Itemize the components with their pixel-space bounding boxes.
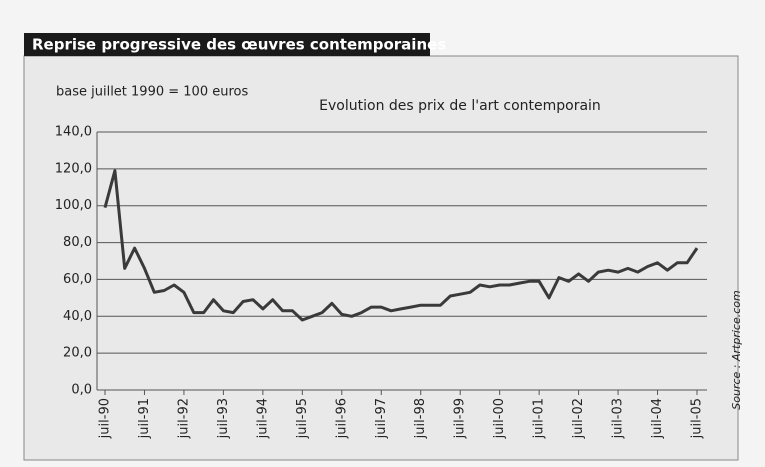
y-tick-label: 40,0 xyxy=(63,309,92,324)
x-tick-label: juil-96 xyxy=(334,398,349,439)
chart-title: Evolution des prix de l'art contemporain xyxy=(319,98,601,114)
y-tick-label: 80,0 xyxy=(63,235,92,250)
banner: Reprise progressive des œuvres contempor… xyxy=(32,36,446,54)
x-tick-label: juil-91 xyxy=(137,398,152,439)
x-tick-label: juil-93 xyxy=(216,398,231,439)
x-tick-label: juil-02 xyxy=(571,398,586,439)
x-tick-label: juil-94 xyxy=(255,398,270,439)
x-tick-label: juil-05 xyxy=(690,398,705,439)
price-line xyxy=(103,169,699,322)
x-tick-label: juil-04 xyxy=(650,398,665,439)
y-tick-label: 140,0 xyxy=(55,125,92,140)
x-tick-label: juil-01 xyxy=(532,398,547,439)
x-tick-label: juil-99 xyxy=(453,398,468,439)
y-tick-label: 0,0 xyxy=(71,383,92,398)
y-tick-label: 20,0 xyxy=(63,346,92,361)
banner-bg xyxy=(24,33,430,56)
x-tick-label: juil-97 xyxy=(374,398,389,439)
x-tick-label: juil-00 xyxy=(492,398,507,439)
subtitle: base juillet 1990 = 100 euros xyxy=(56,85,248,100)
y-tick-label: 60,0 xyxy=(63,272,92,287)
x-tick-label: juil-90 xyxy=(98,398,113,439)
x-tick-label: juil-95 xyxy=(295,398,310,439)
y-tick-label: 100,0 xyxy=(55,198,92,213)
x-tick-label: juil-03 xyxy=(611,398,626,439)
x-tick-label: juil-92 xyxy=(176,398,191,439)
source: Source : Artprice.com xyxy=(730,290,743,409)
y-tick-label: 120,0 xyxy=(55,161,92,176)
x-tick-label: juil-98 xyxy=(413,398,428,439)
